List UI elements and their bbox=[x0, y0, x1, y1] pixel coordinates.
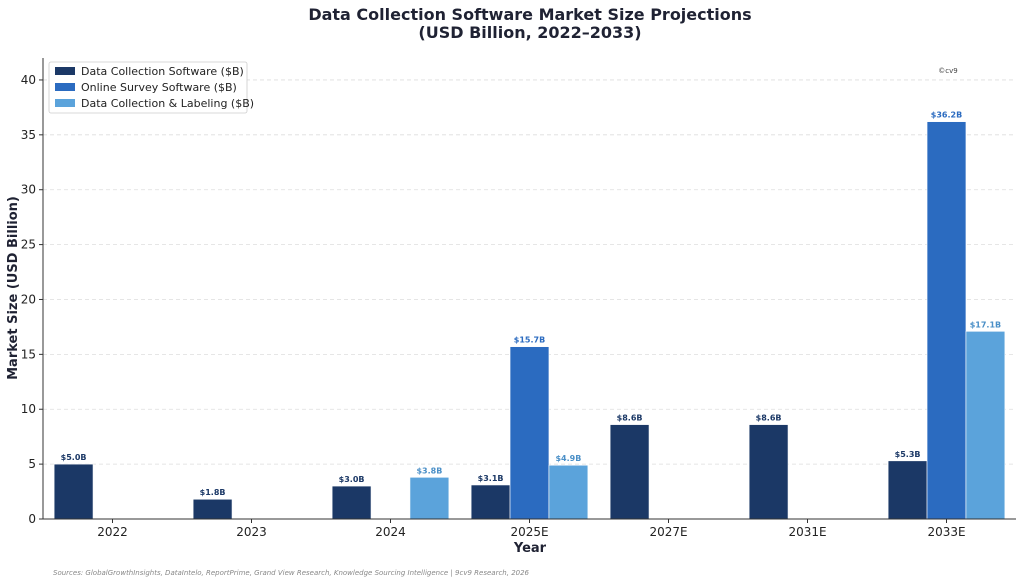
bar bbox=[887, 460, 928, 520]
chart-title-line1: Data Collection Software Market Size Pro… bbox=[308, 5, 751, 24]
bar bbox=[965, 331, 1006, 520]
y-tick-label: 20 bbox=[21, 292, 36, 306]
bar bbox=[609, 424, 650, 520]
legend-entry-label: Data Collection & Labeling ($B) bbox=[81, 97, 254, 110]
bar-value-label: $15.7B bbox=[514, 336, 545, 345]
x-tick-label: 2031E bbox=[788, 525, 826, 539]
x-tick-label: 2025E bbox=[510, 525, 548, 539]
y-tick-label: 10 bbox=[21, 402, 36, 416]
bar bbox=[192, 498, 233, 520]
y-axis-label: Market Size (USD Billion) bbox=[6, 196, 21, 380]
bar bbox=[331, 485, 372, 520]
bar bbox=[409, 476, 450, 520]
x-tick-label: 2022 bbox=[97, 525, 128, 539]
legend: Data Collection Software ($B) Online Surv… bbox=[48, 61, 254, 114]
y-tick-label: 35 bbox=[21, 128, 36, 142]
bar-value-label: $36.2B bbox=[931, 111, 962, 120]
bar bbox=[509, 346, 550, 520]
bars bbox=[53, 121, 1006, 520]
y-tick-label: 5 bbox=[28, 457, 36, 471]
y-axis-ticks: 0 5 10 15 20 25 30 35 40 bbox=[21, 73, 43, 526]
legend-entry-label: Data Collection Software ($B) bbox=[81, 65, 244, 78]
source-note: Sources: GlobalGrowthInsights, DataIntel… bbox=[53, 569, 530, 577]
legend-swatch bbox=[55, 83, 75, 91]
x-tick-label: 2024 bbox=[375, 525, 406, 539]
legend-box bbox=[48, 61, 248, 114]
bar-value-label: $5.3B bbox=[895, 450, 921, 459]
bar bbox=[53, 463, 94, 520]
y-tick-label: 15 bbox=[21, 347, 36, 361]
x-axis-ticks: 2022 2023 2024 2025E 2027E 2031E 2033E bbox=[97, 519, 966, 539]
bar bbox=[926, 121, 967, 520]
data-labels: $5.0B $1.8B $3.0B $3.1B $8.6B $8.6B $5.3B $15.7… bbox=[61, 111, 1001, 498]
y-tick-label: 30 bbox=[21, 183, 36, 197]
x-axis-label: Year bbox=[513, 541, 547, 556]
bar-value-label: $1.8B bbox=[200, 488, 226, 497]
y-tick-label: 40 bbox=[21, 73, 36, 87]
x-tick-label: 2033E bbox=[927, 525, 965, 539]
x-tick-label: 2023 bbox=[236, 525, 267, 539]
x-tick-label: 2027E bbox=[649, 525, 687, 539]
bar-value-label: $4.9B bbox=[555, 454, 581, 463]
bar-value-label: $8.6B bbox=[756, 414, 782, 423]
legend-swatch bbox=[55, 99, 75, 107]
legend-swatch bbox=[55, 67, 75, 75]
bar-value-label: $8.6B bbox=[617, 414, 643, 423]
bar bbox=[470, 484, 511, 520]
bar bbox=[548, 464, 589, 520]
chart-title-line2: (USD Billion, 2022–2033) bbox=[418, 23, 641, 42]
y-tick-label: 0 bbox=[28, 512, 36, 526]
bar-value-label: $3.8B bbox=[416, 466, 442, 475]
bar-value-label: $17.1B bbox=[970, 320, 1001, 329]
bar bbox=[748, 424, 789, 520]
watermark-text: ©cv9 bbox=[938, 67, 957, 75]
bar-value-label: $3.1B bbox=[478, 474, 504, 483]
y-tick-label: 25 bbox=[21, 238, 36, 252]
bar-value-label: $3.0B bbox=[339, 475, 365, 484]
bar-value-label: $5.0B bbox=[61, 453, 87, 462]
legend-entry-label: Online Survey Software ($B) bbox=[81, 81, 237, 94]
